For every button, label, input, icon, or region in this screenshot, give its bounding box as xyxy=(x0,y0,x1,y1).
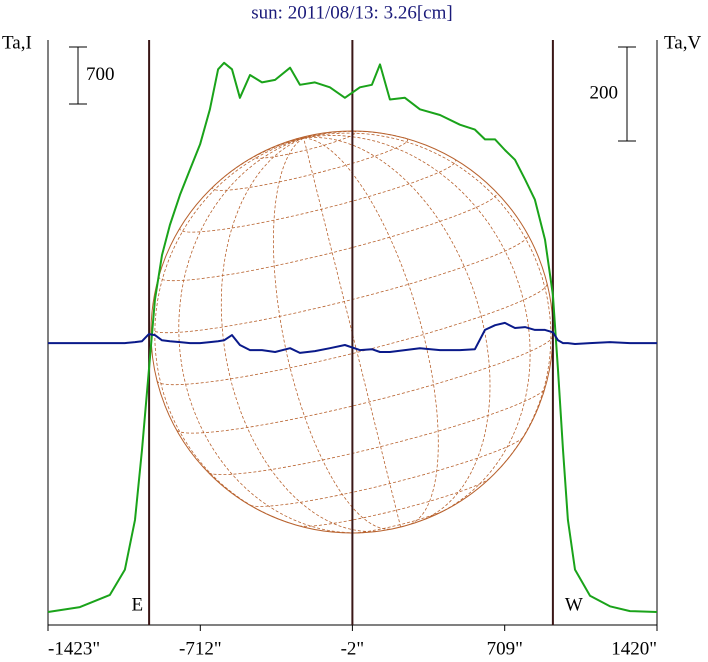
series-line xyxy=(47,61,658,613)
scale-label: 200 xyxy=(590,82,619,103)
chart-title: sun: 2011/08/13: 3.26[cm] xyxy=(251,2,452,23)
x-tick-label: 1420" xyxy=(611,638,657,659)
marker-label: E xyxy=(131,594,143,615)
longitude-line xyxy=(178,137,365,534)
latitude-line xyxy=(158,191,498,282)
longitude-line xyxy=(303,137,401,527)
solar-disk xyxy=(150,130,554,534)
longitude-line xyxy=(303,134,531,516)
latitude-line xyxy=(212,138,408,191)
marker-label: W xyxy=(565,594,583,615)
longitude-line xyxy=(213,137,304,187)
x-tick-label: -2" xyxy=(341,638,365,659)
latitude-line xyxy=(208,388,545,475)
x-tick-label: -1423" xyxy=(48,638,100,659)
y2-axis-label: Ta,V xyxy=(664,32,701,53)
longitude-line xyxy=(303,130,406,139)
series-line xyxy=(48,321,657,354)
latitude-line xyxy=(250,437,524,507)
longitude-line xyxy=(303,135,311,139)
latitude-line xyxy=(176,336,554,434)
longitude-line xyxy=(303,131,331,139)
x-tick-label: -712" xyxy=(179,638,222,659)
longitude-line xyxy=(272,137,391,530)
x-tick-label: 709" xyxy=(487,638,523,659)
y-axis-label: Ta,I xyxy=(2,32,32,53)
longitude-line xyxy=(154,137,304,524)
longitude-line xyxy=(303,137,491,522)
longitude-line xyxy=(220,137,381,532)
longitude-line xyxy=(303,137,439,525)
latitude-line xyxy=(254,130,357,159)
scale-label: 700 xyxy=(86,64,115,85)
longitude-line xyxy=(303,132,552,471)
